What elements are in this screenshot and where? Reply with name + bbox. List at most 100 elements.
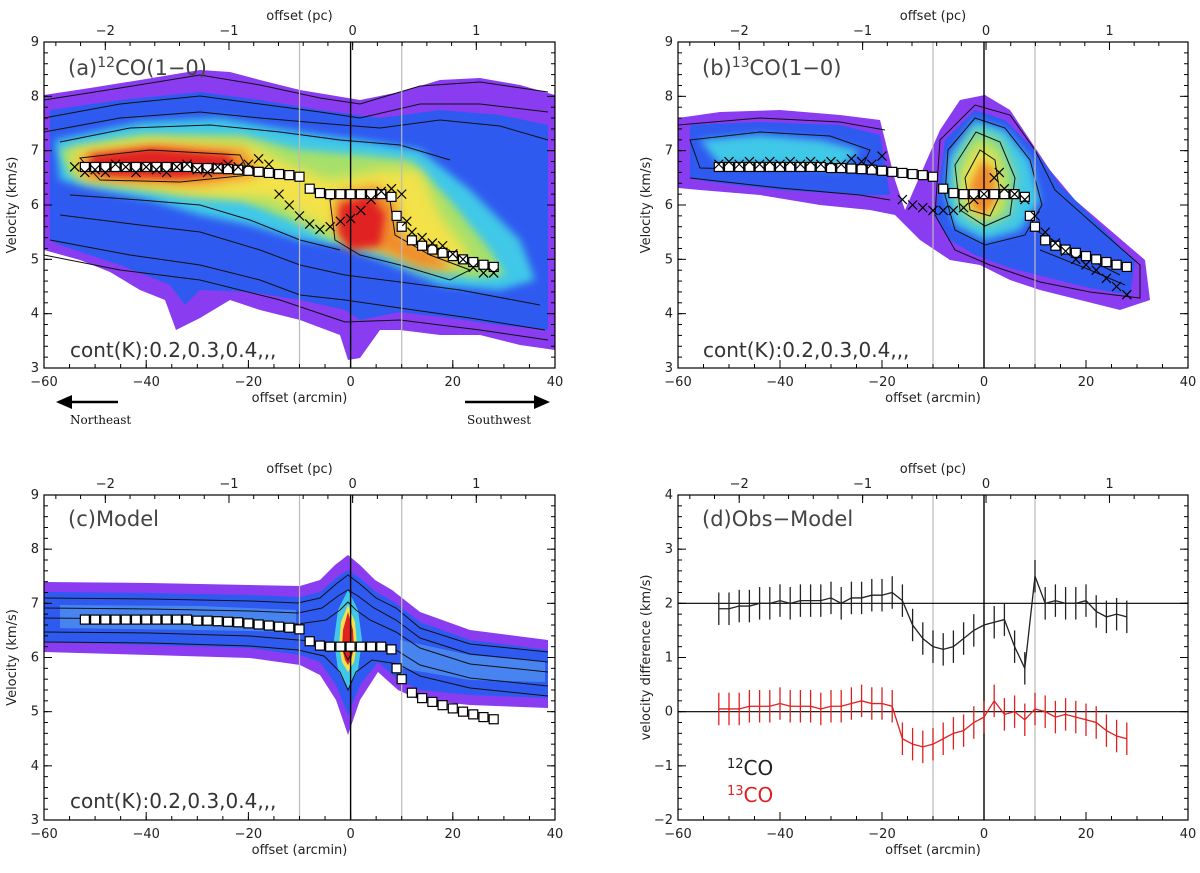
cross-marker xyxy=(948,205,959,216)
title-main: CO(1−0) xyxy=(115,56,207,80)
cross-marker xyxy=(826,156,836,167)
square-marker xyxy=(171,614,182,625)
square-marker xyxy=(948,187,959,199)
square-marker xyxy=(110,161,121,173)
cross-marker xyxy=(79,167,90,178)
cross-marker xyxy=(775,159,785,170)
cross-marker xyxy=(866,159,877,170)
square-marker xyxy=(110,614,121,625)
y-tick-label: 7 xyxy=(31,596,39,611)
panel-b-title: (b)13CO(1−0) xyxy=(702,55,841,80)
square-marker xyxy=(1060,244,1071,255)
cross-marker xyxy=(406,227,417,238)
cross-marker xyxy=(417,232,428,243)
top-tick-label: 0 xyxy=(349,477,357,492)
top-tick-label: −2 xyxy=(96,477,115,492)
cross-marker xyxy=(1111,281,1122,292)
square-marker xyxy=(795,161,806,173)
x-axis-label: offset (arcmin) xyxy=(252,843,348,858)
square-marker xyxy=(253,166,264,177)
square-marker xyxy=(968,189,979,200)
x-tick-label: −20 xyxy=(235,375,262,390)
cross-marker xyxy=(366,194,376,205)
x-tick-label: 20 xyxy=(445,827,462,842)
square-marker xyxy=(406,687,418,698)
square-marker xyxy=(406,235,418,246)
square-marker xyxy=(989,189,1000,200)
square-marker xyxy=(785,161,796,173)
cross-marker xyxy=(355,205,366,216)
cross-marker xyxy=(171,162,182,172)
cross-marker xyxy=(376,186,387,197)
square-marker xyxy=(355,189,366,200)
square-marker xyxy=(304,636,315,647)
title-prefix: (c) xyxy=(68,507,96,531)
square-marker xyxy=(437,247,448,258)
cross-marker xyxy=(243,159,254,170)
square-marker xyxy=(417,240,428,251)
top-tick-label: 0 xyxy=(982,24,990,39)
y-tick-label: 6 xyxy=(31,198,39,213)
x-tick-label: −60 xyxy=(30,827,57,842)
square-marker xyxy=(345,189,356,200)
y-tick-label: 7 xyxy=(31,144,39,159)
x-axis-label: offset (arcmin) xyxy=(885,843,981,858)
square-marker xyxy=(856,164,867,175)
y-tick-label: −2 xyxy=(654,813,673,828)
y-tick-label: 4 xyxy=(665,488,673,503)
cross-marker xyxy=(877,151,887,162)
square-marker xyxy=(447,250,458,262)
cross-marker xyxy=(1091,265,1102,276)
square-marker xyxy=(734,161,745,173)
cross-marker xyxy=(1009,189,1020,200)
y-axis-label: Velocity (km/s) xyxy=(5,157,20,254)
square-marker xyxy=(488,261,499,273)
cross-marker xyxy=(979,189,989,200)
square-marker xyxy=(825,162,837,174)
x-tick-label: −20 xyxy=(868,827,895,842)
x-tick-label: 40 xyxy=(547,375,564,390)
cross-marker xyxy=(401,216,412,227)
cross-marker xyxy=(764,156,775,167)
square-marker xyxy=(181,614,193,625)
cross-marker xyxy=(100,167,111,178)
square-marker xyxy=(396,221,407,232)
square-marker xyxy=(141,614,152,625)
top-tick-label: 1 xyxy=(1105,24,1113,39)
cross-marker xyxy=(815,159,826,170)
cross-marker xyxy=(836,159,847,170)
cross-marker xyxy=(1121,289,1132,300)
x-tick-label: −20 xyxy=(868,375,895,390)
square-marker xyxy=(376,189,387,200)
cross-marker xyxy=(805,156,816,167)
legend-12CO: 12CO xyxy=(727,756,773,780)
square-marker xyxy=(161,614,172,625)
cross-marker xyxy=(161,167,172,178)
square-marker xyxy=(233,164,244,175)
x-tick-label: −60 xyxy=(664,827,691,842)
cross-marker xyxy=(192,164,203,175)
square-marker xyxy=(846,163,857,174)
cross-marker xyxy=(151,164,162,175)
square-marker xyxy=(202,615,213,626)
x-tick-label: −40 xyxy=(766,827,793,842)
legend-sup: 12 xyxy=(727,757,744,772)
square-marker xyxy=(1091,254,1102,265)
square-marker xyxy=(815,161,826,173)
cross-marker xyxy=(1019,194,1030,205)
cross-marker xyxy=(223,159,233,170)
x-tick-label: 0 xyxy=(346,827,354,842)
panel-a-title: (a)12CO(1−0) xyxy=(68,55,207,80)
square-marker xyxy=(151,161,162,173)
cross-marker xyxy=(713,159,724,170)
cross-marker xyxy=(1050,238,1061,248)
cross-marker xyxy=(917,202,928,213)
top-tick-label: −2 xyxy=(730,477,749,492)
cross-marker xyxy=(938,205,949,216)
square-marker xyxy=(192,162,203,174)
square-marker xyxy=(161,161,172,173)
square-marker xyxy=(335,641,346,652)
y-tick-label: 3 xyxy=(665,542,673,557)
